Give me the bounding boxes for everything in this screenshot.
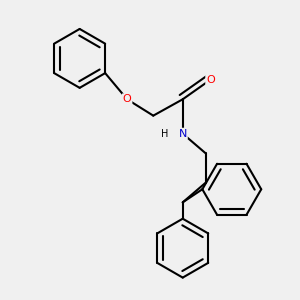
Text: H: H (161, 129, 168, 139)
Text: O: O (206, 75, 215, 85)
Text: N: N (178, 129, 187, 139)
Text: O: O (123, 94, 131, 104)
